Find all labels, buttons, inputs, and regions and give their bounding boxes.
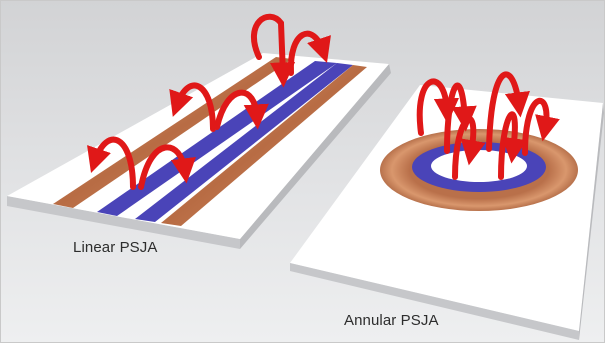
flow-arrow-icon [169, 82, 216, 132]
flow-arrow-icon [498, 111, 528, 180]
linear-psja-plate [7, 13, 391, 249]
flow-arrow-icon [287, 30, 331, 76]
flow-arrow-icon [250, 13, 296, 88]
flow-arrow-icon [452, 115, 486, 180]
copper-electrode-strip [161, 65, 367, 226]
flow-arrow-icon [416, 78, 460, 136]
flow-arrow-icon [486, 71, 530, 152]
annular-plate-side-edge [579, 103, 604, 340]
dielectric-electrode-strip [97, 61, 337, 216]
annular-center [431, 150, 527, 182]
annular-psja-plate [290, 71, 604, 340]
flow-arrow-icon [138, 144, 196, 190]
linear-plate-front-edge [7, 196, 240, 249]
flow-arrow-icon [87, 136, 136, 190]
annular-psja-label: Annular PSJA [344, 312, 439, 329]
flow-arrow-icon [522, 97, 560, 156]
flow-arrow-icon [444, 82, 477, 154]
annular-plate-front-edge [290, 263, 579, 340]
linear-psja-label: Linear PSJA [73, 239, 158, 256]
linear-plate-side-edge [240, 64, 391, 249]
flow-arrow-icon [214, 89, 269, 130]
